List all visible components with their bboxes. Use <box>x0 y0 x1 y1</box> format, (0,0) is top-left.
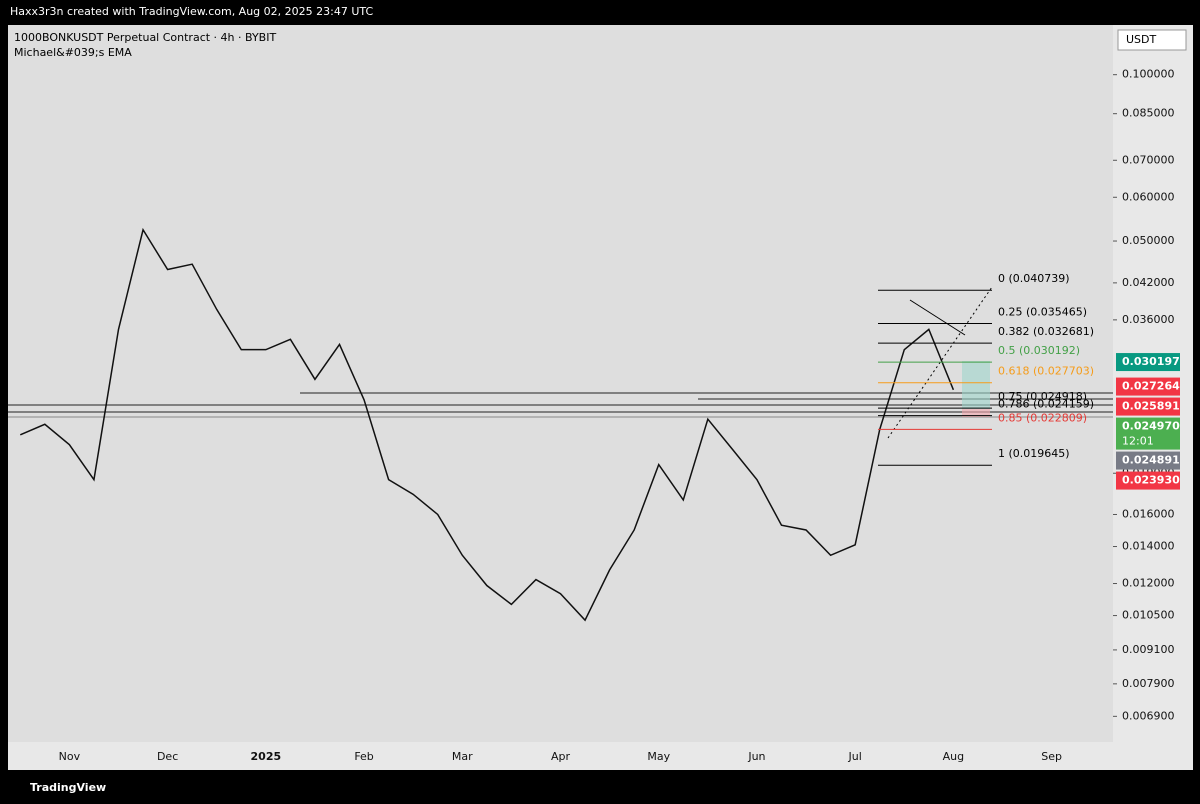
brand: TradingView <box>30 781 106 794</box>
x-tick-label: 2025 <box>251 750 282 763</box>
y-tick-label: 0.007900 <box>1122 677 1175 690</box>
y-tick-label: 0.050000 <box>1122 234 1175 247</box>
fib-label: 0.618 (0.027703) <box>998 365 1094 378</box>
price-tag <box>1116 417 1180 450</box>
y-tick-label: 0.010500 <box>1122 609 1175 622</box>
x-tick-label: Feb <box>354 750 373 763</box>
price-tag <box>1116 471 1180 490</box>
price-tag-label: 0.024970 <box>1122 420 1180 433</box>
price-tag <box>1116 353 1180 372</box>
credit: Haxx3r3n created with TradingView.com, A… <box>10 5 373 18</box>
price-tag <box>1116 377 1180 396</box>
y-tick-label: 0.014000 <box>1122 540 1175 553</box>
x-tick-label: Aug <box>943 750 964 763</box>
symbol: 1000BONKUSDT Perpetual Contract · 4h · B… <box>14 31 276 44</box>
price-tag <box>1116 397 1180 416</box>
x-tick-label: Dec <box>157 750 178 763</box>
price-axis <box>1113 25 1193 770</box>
currency-box <box>1117 29 1187 51</box>
y-tick-label: 0.009100 <box>1122 643 1175 656</box>
fib-label: 0.786 (0.024159) <box>998 398 1094 411</box>
time-axis <box>8 742 1113 770</box>
currency: USDT <box>1126 33 1157 46</box>
price-tag <box>1116 451 1180 470</box>
price-tag-label: 0.023930 <box>1122 474 1180 487</box>
y-tick-label: 0.070000 <box>1122 153 1175 166</box>
y-tick-label: 0.016000 <box>1122 507 1175 520</box>
price-line <box>19 227 955 622</box>
price-tag-label: 0.030197 <box>1122 355 1180 368</box>
fib-label: 0.85 (0.022809) <box>998 411 1087 424</box>
fib-label: 0.5 (0.030192) <box>998 344 1080 357</box>
indicator: Michael&#039;s EMA <box>14 46 132 59</box>
stop-zone <box>962 409 990 417</box>
x-tick-label: Nov <box>59 750 81 763</box>
trend-line <box>909 299 966 336</box>
price-tag-label: 0.027264 <box>1122 380 1180 393</box>
y-tick-label: 0.100000 <box>1122 68 1175 81</box>
x-tick-label: Jun <box>747 750 765 763</box>
y-tick-label: 0.060000 <box>1122 190 1175 203</box>
x-tick-label: Sep <box>1041 750 1062 763</box>
price-tag-label: 0.025891 <box>1122 400 1180 413</box>
target-zone <box>962 361 990 409</box>
y-tick-label: 0.085000 <box>1122 107 1175 120</box>
fib-label: 0 (0.040739) <box>998 272 1070 285</box>
y-tick-label: 0.036000 <box>1122 313 1175 326</box>
x-tick-label: Jul <box>848 750 862 763</box>
y-tick-label: 0.006900 <box>1122 709 1175 722</box>
x-tick-label: Apr <box>551 750 571 763</box>
fib-label: 0.25 (0.035465) <box>998 305 1087 318</box>
plot-area <box>8 25 1113 742</box>
x-tick-label: May <box>647 750 670 763</box>
fib-label: 0.382 (0.032681) <box>998 325 1094 338</box>
x-tick-label: Mar <box>452 750 473 763</box>
y-tick-label: 0.012000 <box>1122 577 1175 590</box>
countdown: 12:01 <box>1122 435 1154 448</box>
fib-label: 0.75 (0.024918) <box>998 390 1087 403</box>
y-tick-label: 0.042000 <box>1122 276 1175 289</box>
price-tag-label: 0.024891 <box>1122 454 1180 467</box>
fib-label: 1 (0.019645) <box>998 447 1070 460</box>
